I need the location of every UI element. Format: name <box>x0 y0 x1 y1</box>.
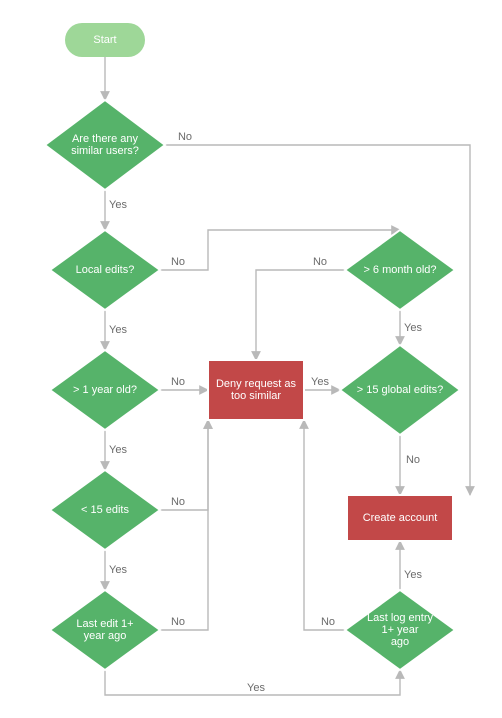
node-localedits: Local edits? <box>50 230 160 310</box>
edge <box>160 420 208 630</box>
edge <box>165 145 470 495</box>
node-year1: > 1 year old? <box>50 350 160 430</box>
edge-label: Yes <box>109 324 127 336</box>
node-label: Are there any <box>72 133 139 145</box>
node-label: too similar <box>231 390 281 402</box>
edge <box>304 420 345 630</box>
flowchart-canvas: Yes Yes Yes Yes No No No No No Yes No Yes No Yes No Yes… <box>0 0 502 718</box>
edge-label: No <box>406 454 420 466</box>
edge-label: Yes <box>109 199 127 211</box>
node-label: < 15 edits <box>81 504 130 516</box>
node-start: Start <box>65 23 145 57</box>
node-label: > 1 year old? <box>73 384 137 396</box>
node-create: Create account <box>347 495 453 541</box>
node-label: similar users? <box>71 145 139 157</box>
edge-label: No <box>321 616 335 628</box>
node-lastedit: Last edit 1+year ago <box>50 590 160 670</box>
node-label: > 15 global edits? <box>357 384 444 396</box>
node-label: 1+ year <box>382 624 419 636</box>
node-deny: Deny request astoo similar <box>208 360 304 420</box>
edge-label: No <box>313 256 327 268</box>
node-label: ago <box>391 636 409 648</box>
node-lastlog: Last log entry1+ yearago <box>345 590 455 670</box>
edge-label: No <box>171 616 185 628</box>
edge-label: Yes <box>311 376 329 388</box>
edge-label: No <box>171 376 185 388</box>
edge <box>256 270 345 360</box>
edge-label: Yes <box>404 569 422 581</box>
edge-label: No <box>178 131 192 143</box>
node-label: Local edits? <box>76 264 135 276</box>
edge-label: No <box>171 496 185 508</box>
node-label: year ago <box>84 630 127 642</box>
node-label: Create account <box>363 512 438 524</box>
node-global15: > 15 global edits? <box>340 345 460 435</box>
nodes-layer: Start Are there anysimilar users? Local ed… <box>45 23 460 670</box>
node-label: Start <box>93 34 116 46</box>
node-label: Last log entry <box>367 612 434 624</box>
node-label: > 6 month old? <box>363 264 436 276</box>
edge-label: Yes <box>109 564 127 576</box>
node-label: Deny request as <box>216 378 297 390</box>
node-similar: Are there anysimilar users? <box>45 100 165 190</box>
node-label: Last edit 1+ <box>76 618 133 630</box>
edge-label: Yes <box>247 682 265 694</box>
edge-label: No <box>171 256 185 268</box>
edge-label: Yes <box>404 322 422 334</box>
node-lt15: < 15 edits <box>50 470 160 550</box>
edge-label: Yes <box>109 444 127 456</box>
node-month6: > 6 month old? <box>345 230 455 310</box>
